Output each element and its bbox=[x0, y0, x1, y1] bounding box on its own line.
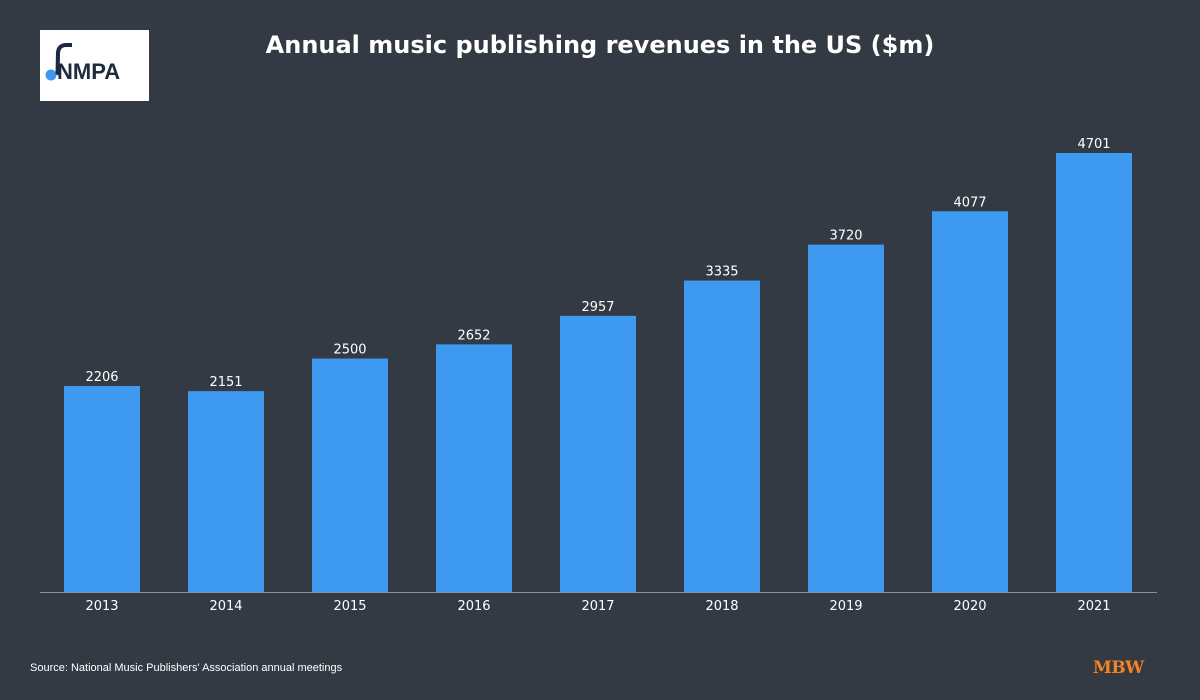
data-label-2013: 2206 bbox=[85, 370, 118, 385]
bar-2015 bbox=[312, 358, 388, 592]
music-note-icon bbox=[45, 43, 72, 81]
nmpa-logo: NMPA bbox=[40, 30, 149, 101]
x-tick-label-2017: 2017 bbox=[581, 599, 614, 614]
data-label-2016: 2652 bbox=[457, 328, 490, 343]
logo-text: NMPA bbox=[57, 59, 121, 84]
bar-2018 bbox=[684, 280, 760, 592]
bar-2021 bbox=[1056, 153, 1132, 592]
x-tick-label-2021: 2021 bbox=[1077, 599, 1110, 614]
data-label-2014: 2151 bbox=[209, 375, 242, 390]
data-label-2019: 3720 bbox=[829, 229, 862, 244]
bar-2016 bbox=[436, 344, 512, 592]
x-tick-label-2019: 2019 bbox=[829, 599, 862, 614]
bar-2020 bbox=[932, 211, 1008, 592]
x-tick-label-2013: 2013 bbox=[85, 599, 118, 614]
mbw-logo: MBW bbox=[1093, 658, 1144, 678]
data-label-2018: 3335 bbox=[705, 265, 738, 280]
chart-title: Annual music publishing revenues in the … bbox=[265, 31, 935, 59]
data-label-2020: 4077 bbox=[953, 195, 986, 210]
bar-2017 bbox=[560, 315, 636, 592]
x-tick-label-2020: 2020 bbox=[953, 599, 986, 614]
x-tick-label-2014: 2014 bbox=[209, 599, 242, 614]
x-tick-label-2016: 2016 bbox=[457, 599, 490, 614]
bar-2019 bbox=[808, 244, 884, 592]
data-label-2021: 4701 bbox=[1077, 137, 1110, 152]
source-note: Source: National Music Publishers' Assoc… bbox=[30, 662, 343, 674]
bar-2014 bbox=[188, 391, 264, 592]
bar-2013 bbox=[64, 385, 140, 592]
x-tick-label-2018: 2018 bbox=[705, 599, 738, 614]
data-label-2017: 2957 bbox=[581, 300, 614, 315]
x-tick-label-2015: 2015 bbox=[333, 599, 366, 614]
data-label-2015: 2500 bbox=[333, 343, 366, 358]
